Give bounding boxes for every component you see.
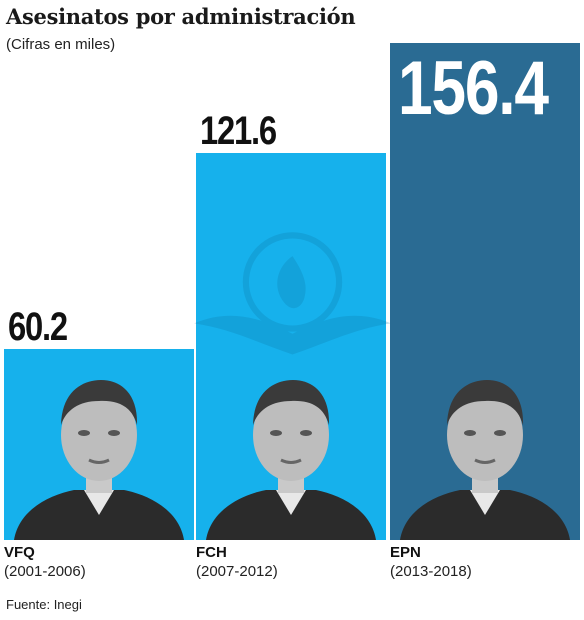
bar-value-label-vfq: 60.2 — [8, 307, 67, 347]
bar-value-label-epn: 156.4 — [398, 51, 548, 127]
category-period-epn: (2013-2018) — [390, 563, 472, 580]
bar-value-label-fch: 121.6 — [200, 111, 276, 151]
source-note: Fuente: Inegi — [6, 597, 82, 612]
category-period-fch: (2007-2012) — [196, 563, 278, 580]
category-label-fch: FCH — [196, 544, 227, 561]
category-label-vfq: VFQ — [4, 544, 35, 561]
portrait-fch-icon — [196, 365, 386, 540]
portrait-vfq-icon — [4, 365, 194, 540]
eagle-emblem-icon — [185, 225, 400, 370]
category-label-epn: EPN — [390, 544, 421, 561]
category-period-vfq: (2001-2006) — [4, 563, 86, 580]
portrait-epn-icon — [390, 365, 580, 540]
